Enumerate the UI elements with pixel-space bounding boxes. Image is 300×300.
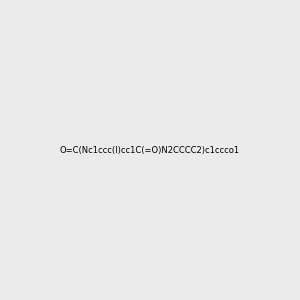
Text: O=C(Nc1ccc(I)cc1C(=O)N2CCCC2)c1ccco1: O=C(Nc1ccc(I)cc1C(=O)N2CCCC2)c1ccco1 [60, 146, 240, 154]
